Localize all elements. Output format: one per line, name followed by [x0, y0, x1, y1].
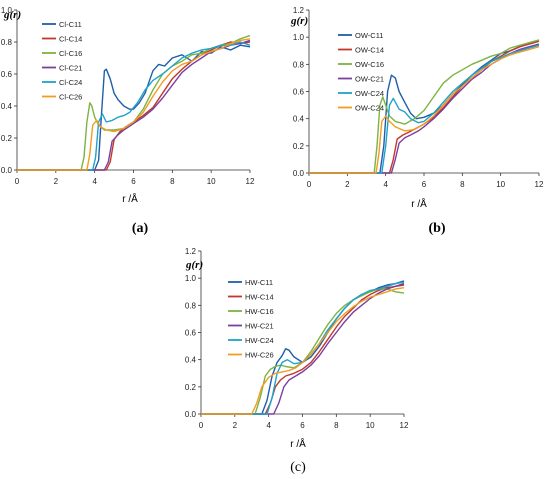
chart-panel-c: 0.0 0.2 0.4 0.6 0.8 1.0 1.2 0 2 4 6 8 10 12 HW-C11 HW-C… [185, 247, 409, 475]
y-tick-label: 1.2 [293, 6, 305, 15]
series-line-hw-c16 [201, 288, 405, 415]
legend-label: Cl-C21 [59, 64, 82, 73]
x-tick-label: 12 [535, 180, 544, 189]
x-tick-label: 4 [383, 180, 388, 189]
y-tick-label: 0.4 [185, 356, 197, 365]
legend-label: OW-C24 [355, 89, 384, 98]
series-line-ow-c16 [309, 39, 540, 174]
y-tick-label: 0.2 [1, 134, 13, 143]
series-line-hw-c26 [201, 287, 405, 415]
x-tick-label: 8 [460, 180, 465, 189]
y-tick-label: 0.6 [185, 329, 197, 338]
y-tick-label: 0.0 [185, 410, 197, 419]
y-axis-label: g(r) [185, 259, 203, 271]
chart-panel-b: 0.0 0.2 0.4 0.6 0.8 1.0 1.2 0 2 4 6 8 10 12 OW-C11 OW-C… [290, 6, 544, 236]
series-line-hw-c21 [201, 282, 405, 415]
y-tick-label: 0.6 [1, 70, 13, 79]
x-tick-label: 6 [300, 421, 305, 430]
chart-panel-a: 0.0 0.2 0.4 0.6 0.8 1.0 0 2 4 6 8 10 12 Cl-C11 Cl-C14 C… [1, 6, 255, 236]
y-tick-label: 0.2 [293, 142, 305, 151]
x-tick-label: 8 [334, 421, 339, 430]
x-tick-label: 8 [170, 177, 175, 186]
legend-label: HW-C11 [245, 278, 273, 287]
x-tick-label: 12 [400, 421, 409, 430]
series-line-cl-c21 [17, 39, 251, 171]
legend-label: HW-C24 [245, 336, 274, 345]
legend-label: HW-C16 [245, 307, 274, 316]
series-line-cl-c24 [17, 41, 251, 171]
x-tick-label: 0 [307, 180, 312, 189]
panel-caption: (c) [290, 460, 306, 475]
panel-caption: (a) [132, 221, 149, 236]
series-line-ow-c14 [309, 40, 540, 174]
legend-label: HW-C14 [245, 293, 274, 302]
y-tick-label: 0.2 [185, 383, 197, 392]
legend-label: OW-C24 [355, 104, 384, 113]
series-line-ow-c24 [309, 44, 540, 174]
x-tick-label: 4 [266, 421, 271, 430]
legend-label: OW-C21 [355, 75, 384, 84]
x-tick-label: 10 [207, 177, 216, 186]
y-tick-label: 0.8 [293, 60, 305, 69]
x-tick-label: 2 [233, 421, 238, 430]
legend-label: Cl-C24 [59, 78, 82, 87]
panel-caption: (b) [428, 221, 445, 236]
y-tick-label: 0.0 [293, 169, 305, 178]
series-line-hw-c14 [201, 284, 405, 415]
x-tick-label: 6 [131, 177, 136, 186]
y-tick-label: 1.2 [185, 247, 197, 256]
x-tick-label: 10 [496, 180, 505, 189]
x-tick-label: 6 [422, 180, 427, 189]
y-tick-label: 0.0 [1, 166, 13, 175]
series-line-hw-c11 [201, 280, 405, 415]
series-line-cl-c14 [17, 41, 251, 171]
y-tick-label: 1.0 [293, 33, 305, 42]
legend-label: Cl-C16 [59, 49, 82, 58]
x-tick-label: 12 [246, 177, 255, 186]
legend-label: HW-C26 [245, 351, 274, 360]
series-line-cl-c26 [17, 38, 251, 171]
y-tick-label: 0.4 [293, 115, 305, 124]
legend-label: Cl-C26 [59, 93, 82, 102]
y-tick-label: 0.8 [185, 301, 197, 310]
x-axis-label: r /Å [411, 197, 427, 210]
x-tick-label: 10 [366, 421, 375, 430]
x-tick-label: 0 [15, 177, 20, 186]
y-axis-label: g(r) [290, 15, 308, 27]
series-line-ow-c24 [309, 46, 540, 174]
y-axis-label: g(r) [3, 9, 21, 21]
series-line-hw-c24 [201, 281, 405, 415]
legend-label: Cl-C14 [59, 35, 82, 44]
y-tick-label: 0.8 [1, 38, 13, 47]
legend-label: OW-C16 [355, 60, 384, 69]
x-axis-label: r /Å [122, 192, 138, 205]
x-tick-label: 2 [345, 180, 350, 189]
legend-label: OW-C14 [355, 46, 384, 55]
legend-label: HW-C21 [245, 322, 274, 331]
y-tick-label: 1.0 [185, 274, 197, 283]
x-tick-label: 4 [92, 177, 97, 186]
y-tick-label: 1.0 [1, 6, 13, 15]
x-tick-label: 2 [54, 177, 59, 186]
y-tick-label: 0.6 [293, 88, 305, 97]
legend-label: OW-C11 [355, 31, 383, 40]
legend-label: Cl-C11 [59, 20, 82, 29]
series-line-cl-c16 [17, 34, 251, 171]
y-tick-label: 0.4 [1, 102, 13, 111]
x-axis-label: r /Å [290, 437, 306, 450]
x-tick-label: 0 [199, 421, 204, 430]
